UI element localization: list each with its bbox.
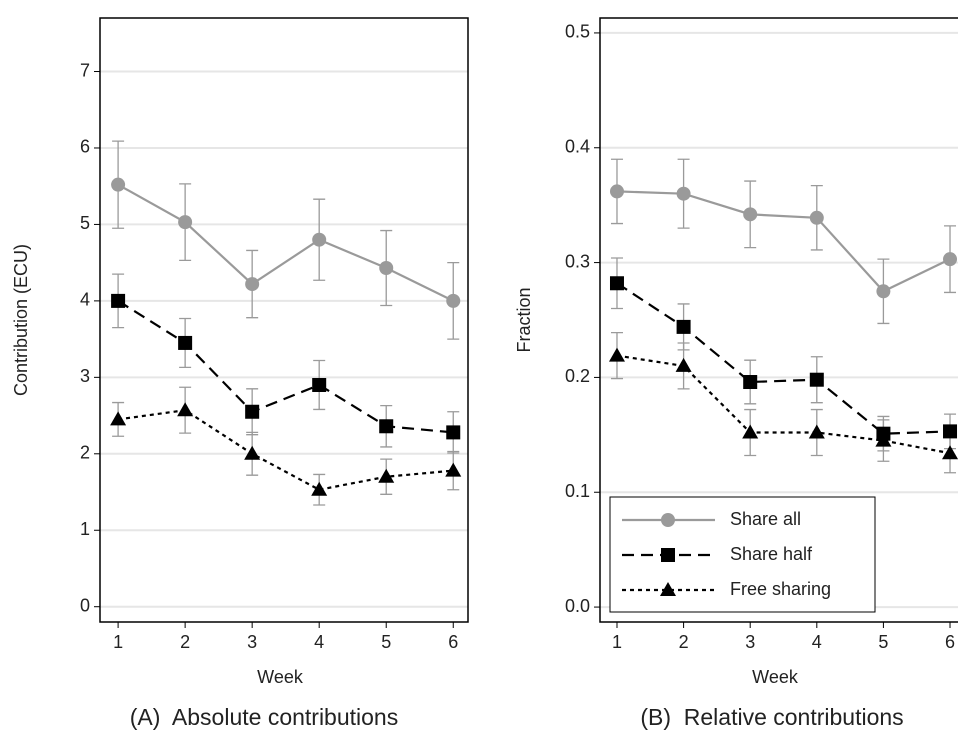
marker [446, 293, 461, 308]
marker [312, 377, 327, 392]
series-line [616, 190, 951, 293]
marker [676, 319, 691, 334]
marker [312, 232, 327, 247]
y-tick-label: 0.4 [565, 137, 590, 157]
marker [245, 277, 260, 292]
marker [676, 186, 691, 201]
x-axis-label: Week [752, 667, 799, 687]
y-tick-label: 0.5 [565, 22, 590, 42]
y-axis-label: Fraction [514, 287, 534, 352]
y-tick-label: 2 [80, 443, 90, 463]
marker [743, 207, 758, 222]
marker [111, 293, 126, 308]
marker [445, 462, 462, 477]
x-tick-label: 4 [314, 632, 324, 652]
marker [742, 424, 759, 439]
x-axis-label: Week [257, 667, 304, 687]
marker [943, 424, 958, 439]
legend-marker [660, 582, 676, 596]
marker [311, 481, 328, 496]
y-tick-label: 4 [80, 290, 90, 310]
legend-label: Share half [730, 544, 813, 564]
marker [178, 215, 193, 230]
x-tick-label: 3 [247, 632, 257, 652]
plot-frame [599, 17, 958, 623]
marker [110, 411, 127, 426]
marker [809, 210, 824, 225]
y-tick-label: 3 [80, 366, 90, 386]
marker [609, 276, 624, 291]
marker [809, 372, 824, 387]
y-tick-label: 0 [80, 595, 90, 615]
chart-title: (A) Absolute contributions [130, 704, 398, 730]
y-tick-label: 0.1 [565, 481, 590, 501]
legend-marker [661, 548, 675, 562]
marker [609, 184, 624, 199]
marker [111, 177, 126, 192]
y-tick-label: 0.0 [565, 596, 590, 616]
marker [875, 432, 892, 447]
plot-frame [99, 17, 469, 623]
series-line [616, 354, 951, 455]
series-line [616, 282, 951, 435]
x-tick-label: 6 [945, 632, 955, 652]
marker [177, 402, 194, 417]
marker [244, 445, 261, 460]
y-axis-label: Contribution (ECU) [11, 244, 31, 396]
marker [446, 425, 461, 440]
x-tick-label: 2 [679, 632, 689, 652]
marker [943, 252, 958, 267]
x-tick-label: 1 [612, 632, 622, 652]
y-tick-label: 0.3 [565, 251, 590, 271]
series-line [117, 299, 454, 434]
marker [675, 357, 692, 372]
marker [808, 424, 825, 439]
marker [743, 375, 758, 390]
series-line [117, 409, 454, 491]
y-tick-label: 0.2 [565, 366, 590, 386]
marker [876, 284, 891, 299]
y-tick-label: 5 [80, 213, 90, 233]
y-tick-label: 1 [80, 519, 90, 539]
x-tick-label: 3 [745, 632, 755, 652]
y-tick-label: 6 [80, 137, 90, 157]
x-tick-label: 5 [878, 632, 888, 652]
chart-title: (B) Relative contributions [640, 704, 903, 730]
legend-box [609, 496, 876, 613]
marker [942, 445, 958, 460]
legend: Share all Share half Free sharing [609, 496, 876, 613]
marker [178, 335, 193, 350]
legend-label: Share all [730, 509, 801, 529]
x-tick-label: 5 [381, 632, 391, 652]
marker [379, 419, 394, 434]
legend-marker [661, 513, 675, 527]
marker [245, 404, 260, 419]
legend-label: Free sharing [730, 579, 831, 599]
marker [379, 261, 394, 276]
x-tick-label: 1 [113, 632, 123, 652]
y-tick-label: 7 [80, 60, 90, 80]
x-tick-label: 2 [180, 632, 190, 652]
series-line [117, 183, 454, 302]
marker [608, 347, 625, 362]
x-tick-label: 4 [812, 632, 822, 652]
marker [378, 468, 395, 483]
x-tick-label: 6 [448, 632, 458, 652]
